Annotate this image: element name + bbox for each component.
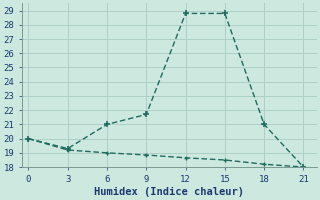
X-axis label: Humidex (Indice chaleur): Humidex (Indice chaleur) bbox=[94, 186, 244, 197]
